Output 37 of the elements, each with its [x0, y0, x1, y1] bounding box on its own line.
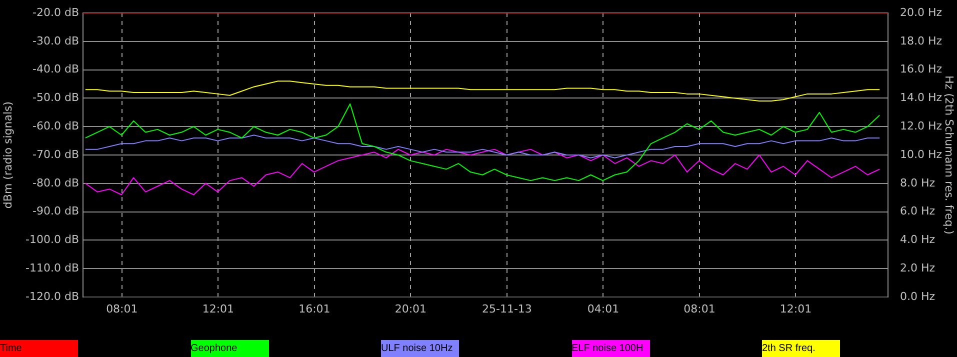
- y-tick-label: -90.0 dB: [32, 204, 79, 218]
- y-tick-label: -120.0 dB: [26, 290, 79, 303]
- y-tick-label: -60.0 dB: [32, 119, 79, 132]
- y-tick-label: -70.0 dB: [32, 148, 79, 161]
- y-tick-label: -40.0 dB: [32, 62, 79, 76]
- text: Geophone: [190, 340, 268, 357]
- y2-tick-label: 4.0 Hz: [900, 233, 936, 246]
- x-tick-label: 04:01: [587, 302, 620, 316]
- y2-tick-label: 20.0 Hz: [900, 6, 942, 19]
- y-axis-title: dBm (radio signals): [1, 101, 14, 209]
- text: ELF noise 100H: [572, 340, 650, 357]
- x-tick-label: 08:01: [106, 302, 138, 316]
- y2-tick-label: 6.0 Hz: [900, 204, 936, 218]
- y2-tick-label: 10.0 Hz: [900, 148, 942, 161]
- y-tick-label: -50.0 dB: [32, 91, 79, 104]
- text: ULF noise 10Hz: [381, 340, 459, 357]
- y-tick-label: -30.0 dB: [32, 34, 79, 48]
- y2-tick-label: 14.0 Hz: [900, 91, 942, 104]
- x-tick-label: 08:01: [684, 302, 716, 316]
- y-tick-label: -80.0 dB: [32, 176, 79, 190]
- x-tick-label: 12:01: [780, 302, 812, 316]
- x-tick-label: 25-11-13: [482, 302, 532, 316]
- x-tick-label: 20:01: [394, 302, 427, 316]
- y2-axis-title: Hz (2th Schumann res. freq.): [942, 76, 956, 234]
- y2-tick-label: 2.0 Hz: [900, 261, 936, 274]
- y2-tick-label: 18.0 Hz: [900, 34, 942, 48]
- y2-tick-label: 12.0 Hz: [900, 119, 942, 132]
- y-tick-label: -20.0 dB: [32, 6, 79, 19]
- y2-tick-label: 0.0 Hz: [900, 290, 936, 303]
- y2-tick-label: 16.0 Hz: [900, 62, 942, 76]
- text: Time: [0, 340, 78, 357]
- y-tick-label: -110.0 dB: [26, 261, 79, 274]
- y-tick-label: -100.0 dB: [26, 233, 79, 246]
- x-tick-label: 12:01: [202, 302, 234, 316]
- x-tick-label: 16:01: [298, 302, 330, 316]
- text: 2th SR freq.: [762, 340, 840, 357]
- y2-tick-label: 8.0 Hz: [900, 176, 936, 190]
